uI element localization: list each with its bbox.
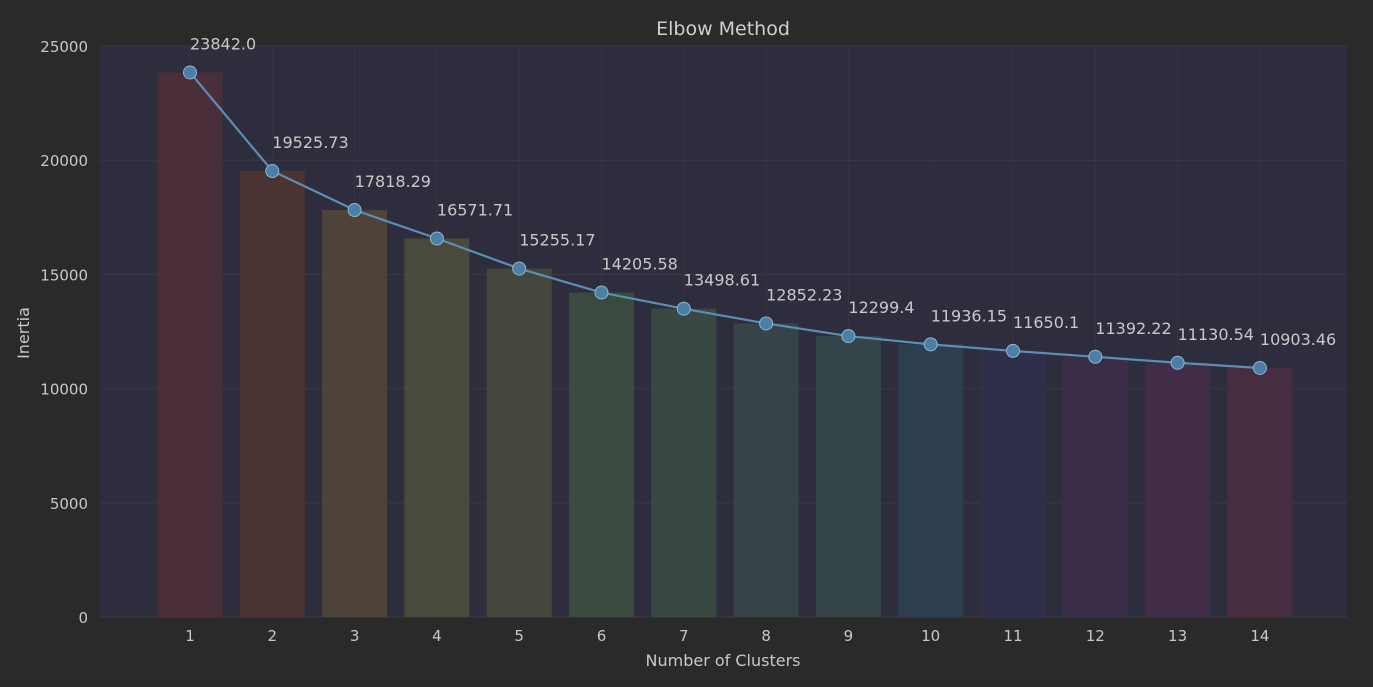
x-tick-label: 11 [1003, 627, 1022, 645]
line-series [189, 71, 1260, 370]
line-point [183, 65, 197, 80]
y-tick-label: 10000 [40, 381, 88, 399]
x-tick-label: 5 [514, 627, 524, 645]
bar [980, 350, 1046, 617]
data-label: 12299.4 [848, 298, 914, 317]
data-label: 14205.58 [602, 255, 678, 274]
data-label: 10903.46 [1260, 330, 1336, 349]
bar [815, 336, 881, 617]
bar [898, 344, 964, 617]
x-tick-label: 7 [679, 627, 689, 645]
x-tick-label: 2 [268, 627, 278, 645]
data-label: 23842.0 [190, 34, 256, 53]
bars [157, 72, 1293, 617]
line-point [429, 231, 444, 246]
y-axis-ticks: 0 5000 10000 15000 20000 25000 [40, 38, 88, 627]
bar [239, 171, 305, 617]
bar [486, 268, 552, 617]
line-points [183, 65, 1267, 375]
y-axis-title: Inertia [14, 307, 33, 359]
data-label: 11650.1 [1013, 313, 1079, 332]
line-point [347, 203, 362, 218]
y-tick-label: 5000 [50, 495, 88, 513]
x-tick-label: 3 [350, 627, 360, 645]
x-axis-title: Number of Clusters [646, 651, 801, 670]
data-label: 11392.22 [1095, 319, 1171, 338]
x-tick-label: 9 [844, 627, 854, 645]
line-point [512, 261, 527, 276]
x-tick-label: 13 [1168, 627, 1187, 645]
line-point [1006, 343, 1020, 358]
bar [322, 210, 388, 617]
y-tick-label: 20000 [40, 152, 88, 170]
series-line [189, 71, 1260, 370]
x-tick-label: 1 [185, 627, 195, 645]
x-tick-label: 4 [432, 627, 442, 645]
line-point [923, 337, 938, 352]
x-tick-label: 10 [921, 627, 940, 645]
x-tick-label: 12 [1086, 627, 1105, 645]
y-tick-label: 25000 [40, 38, 88, 56]
data-labels: 23842.0 19525.73 17818.29 16571.71 15255.17 1… [190, 34, 1336, 349]
line-point [265, 164, 280, 179]
bar [404, 238, 470, 617]
data-label: 16571.71 [437, 201, 513, 220]
bar [1062, 356, 1128, 617]
chart-title: Elbow Method [656, 18, 790, 40]
line-point [676, 301, 691, 316]
bar [569, 292, 634, 617]
plot-area [100, 46, 1347, 617]
data-label: 17818.29 [355, 172, 431, 191]
line-point [1170, 355, 1185, 370]
bar [157, 72, 223, 617]
bar [733, 323, 799, 617]
y-tick-label: 0 [78, 609, 88, 627]
bar [1227, 367, 1293, 617]
data-label: 11130.54 [1178, 325, 1254, 344]
data-label: 12852.23 [766, 285, 842, 304]
x-axis-ticks: 1 2 3 4 5 6 7 8 9 10 11 12 13 14 [185, 627, 1269, 645]
x-tick-label: 14 [1250, 627, 1269, 645]
line-point [1252, 360, 1267, 375]
x-tick-label: 6 [597, 627, 607, 645]
data-label: 15255.17 [519, 231, 595, 250]
bar [651, 308, 717, 617]
line-point [759, 316, 774, 331]
bar [1145, 362, 1211, 617]
data-label: 11936.15 [931, 306, 1007, 325]
line-point [841, 329, 856, 344]
x-tick-label: 8 [761, 627, 771, 645]
y-tick-label: 15000 [40, 266, 88, 284]
line-point [594, 285, 609, 300]
line-point [1088, 349, 1103, 364]
data-label: 19525.73 [272, 133, 348, 152]
data-label: 13498.61 [684, 271, 760, 290]
